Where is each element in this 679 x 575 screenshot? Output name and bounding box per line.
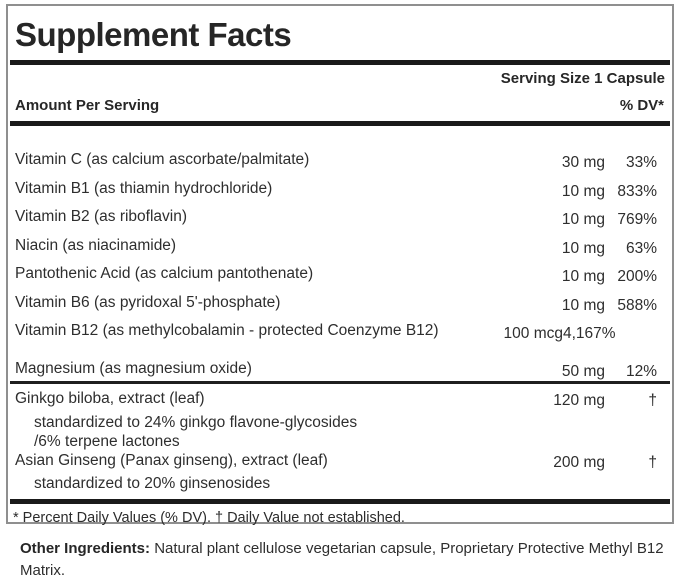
nutrient-name: Vitamin B12 (as methylcobalamin - protec… [15, 322, 439, 340]
nutrient-dv: 63% [625, 239, 657, 257]
botanical-amount: 120 mg [553, 392, 605, 410]
daily-value-footnote: * Percent Daily Values (% DV). † Daily V… [13, 510, 405, 527]
serving-size: Serving Size 1 Capsule [500, 70, 665, 88]
nutrient-dv: 4,167% [563, 325, 616, 343]
note-line: /6% terpene lactones [34, 433, 180, 451]
nutrient-row-vitamin-b2: Vitamin B2 (as riboflavin) 10 mg 769% [10, 207, 670, 236]
nutrient-row-pantothenic-acid: Pantothenic Acid (as calcium pantothenat… [10, 264, 670, 293]
nutrient-amount: 100 mcg [503, 325, 563, 343]
nutrient-amount: 10 mg [561, 268, 605, 286]
divider-medium-botanicals [10, 381, 670, 385]
panel-content: Supplement Facts Serving Size 1 Capsule … [8, 16, 672, 527]
percent-dv-label: % DV* [619, 97, 664, 115]
nutrient-name: Magnesium (as magnesium oxide) [15, 360, 252, 378]
nutrient-row-magnesium: Magnesium (as magnesium oxide) 50 mg 12% [10, 359, 670, 381]
nutrient-name: Pantothenic Acid (as calcium pantothenat… [15, 265, 314, 283]
divider-thick-top [10, 60, 670, 66]
botanical-row-ginseng: Asian Ginseng (Panax ginseng), extract (… [10, 451, 670, 475]
nutrient-dv: 200% [617, 268, 657, 286]
nutrient-dv: 12% [625, 363, 657, 381]
nutrient-row-vitamin-b1: Vitamin B1 (as thiamin hydrochloride) 10… [10, 179, 670, 208]
nutrient-name: Vitamin C (as calcium ascorbate/palmitat… [15, 151, 310, 169]
ginseng-standardization-note: standardized to 20% ginsenosides [10, 475, 670, 492]
nutrient-rows: Vitamin C (as calcium ascorbate/palmitat… [10, 150, 670, 381]
nutrient-dv: 33% [625, 154, 657, 172]
botanical-rows: Ginkgo biloba, extract (leaf) 120 mg † s… [10, 384, 670, 492]
column-header-row: Amount Per Serving % DV* [10, 97, 670, 114]
botanical-name: Asian Ginseng (Panax ginseng), extract (… [15, 452, 328, 470]
nutrient-dv: 588% [617, 296, 657, 314]
nutrient-row-vitamin-b6: Vitamin B6 (as pyridoxal 5'-phosphate) 1… [10, 293, 670, 322]
nutrient-name: Niacin (as niacinamide) [15, 236, 177, 254]
botanical-dv-dagger: † [648, 454, 657, 472]
nutrient-dv: 833% [617, 182, 657, 200]
note-line: standardized to 20% ginsenosides [34, 475, 271, 493]
other-ingredients-text: Natural plant cellulose vegetarian capsu… [20, 540, 664, 575]
nutrient-amount: 10 mg [561, 211, 605, 229]
botanical-name: Ginkgo biloba, extract (leaf) [15, 390, 205, 408]
nutrient-name: Vitamin B6 (as pyridoxal 5'-phosphate) [15, 293, 281, 311]
botanical-dv-dagger: † [648, 392, 657, 410]
nutrient-row-vitamin-c: Vitamin C (as calcium ascorbate/palmitat… [10, 150, 670, 179]
note-line: standardized to 24% ginkgo flavone-glyco… [34, 414, 358, 432]
panel-title: Supplement Facts [15, 16, 292, 53]
supplement-facts-panel: Supplement Facts Serving Size 1 Capsule … [6, 4, 674, 527]
other-ingredients-label: Other Ingredients: [20, 540, 151, 557]
nutrient-row-niacin: Niacin (as niacinamide) 10 mg 63% [10, 236, 670, 265]
nutrient-dv: 769% [617, 211, 657, 229]
nutrient-amount: 50 mg [561, 363, 605, 381]
nutrient-amount: 10 mg [561, 239, 605, 257]
nutrient-amount: 10 mg [561, 182, 605, 200]
nutrient-name: Vitamin B1 (as thiamin hydrochloride) [15, 179, 273, 197]
amount-per-serving-label: Amount Per Serving [15, 97, 160, 115]
divider-thick-footnote [10, 499, 670, 505]
divider-thick-header [10, 121, 670, 127]
botanical-row-ginkgo: Ginkgo biloba, extract (leaf) 120 mg † [10, 389, 670, 413]
other-ingredients: Other Ingredients: Natural plant cellulo… [20, 538, 668, 575]
ginkgo-standardization-note: standardized to 24% ginkgo flavone-glyco… [10, 413, 670, 451]
botanical-amount: 200 mg [553, 454, 605, 472]
nutrient-amount: 30 mg [561, 154, 605, 172]
nutrient-row-vitamin-b12: Vitamin B12 (as methylcobalamin - protec… [10, 321, 670, 359]
nutrient-amount: 10 mg [561, 296, 605, 314]
nutrient-name: Vitamin B2 (as riboflavin) [15, 208, 188, 226]
